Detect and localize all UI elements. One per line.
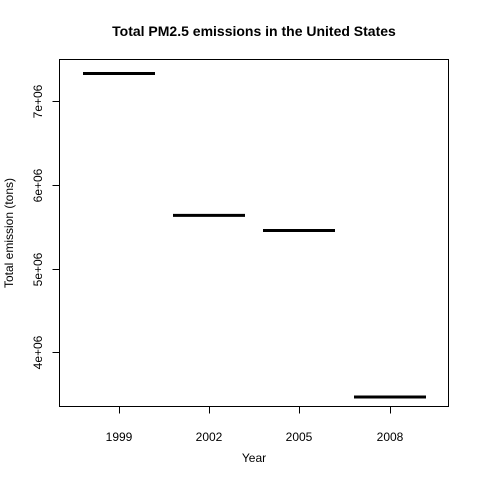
- chart-title: Total PM2.5 emissions in the United Stat…: [112, 23, 396, 39]
- y-tick-label-5e+06: 5e+06: [31, 252, 45, 286]
- y-axis-label: Total emission (tons): [2, 178, 16, 288]
- data-marks: [83, 71, 426, 399]
- x-tick-label-1999: 1999: [106, 430, 133, 444]
- plot-frame: [59, 59, 449, 407]
- y-tick-label-7e+06: 7e+06: [31, 84, 45, 118]
- x-tick-label-2008: 2008: [377, 430, 404, 444]
- x-axis: 1999 2002 2005 2008: [106, 406, 404, 444]
- x-tick-label-2002: 2002: [196, 430, 223, 444]
- y-tick-label-4e+06: 4e+06: [31, 335, 45, 369]
- y-axis: 4e+06 5e+06 6e+06 7e+06: [31, 84, 60, 369]
- y-tick-label-6e+06: 6e+06: [31, 168, 45, 202]
- x-tick-label-2005: 2005: [286, 430, 313, 444]
- x-axis-label: Year: [242, 451, 266, 465]
